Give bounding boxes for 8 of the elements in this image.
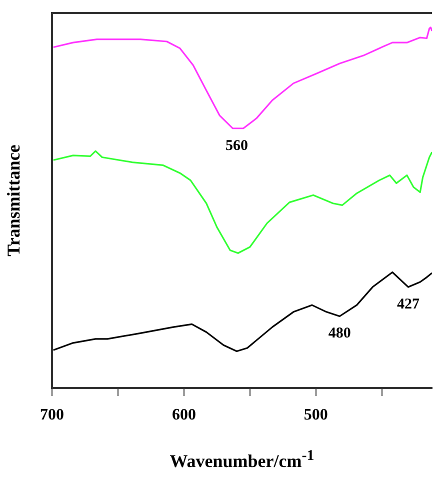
annotation: 560 xyxy=(225,138,248,154)
x-tick-label: 500 xyxy=(304,406,328,424)
y-axis-title: Transmittance xyxy=(3,144,24,256)
x-tick-label: 700 xyxy=(40,406,64,424)
annotation: 427 xyxy=(397,296,420,312)
x-axis-title: Wavenumber/cm$^{-1}$ xyxy=(168,448,316,472)
x-tick-label: 600 xyxy=(172,406,196,424)
annotation: 480 xyxy=(328,326,351,342)
